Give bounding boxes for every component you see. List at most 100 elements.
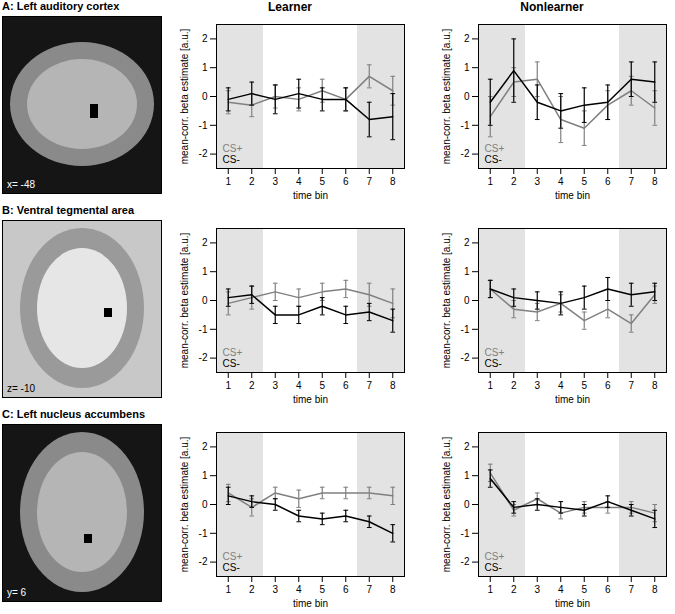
svg-text:8: 8 <box>390 380 396 391</box>
svg-text:-1: -1 <box>199 324 208 335</box>
svg-text:mean-corr. beta estimate [a.u.: mean-corr. beta estimate [a.u.] <box>441 436 452 572</box>
svg-text:2: 2 <box>202 33 208 44</box>
svg-text:CS-: CS- <box>223 562 240 573</box>
svg-text:-1: -1 <box>199 120 208 131</box>
svg-text:1: 1 <box>464 62 470 73</box>
svg-text:2: 2 <box>464 33 470 44</box>
svg-text:-1: -1 <box>461 324 470 335</box>
svg-text:CS-: CS- <box>223 154 240 165</box>
svg-text:7: 7 <box>366 584 372 595</box>
svg-text:mean-corr. beta estimate [a.u.: mean-corr. beta estimate [a.u.] <box>441 232 452 368</box>
svg-text:0: 0 <box>464 499 470 510</box>
svg-text:mean-corr. beta estimate [a.u.: mean-corr. beta estimate [a.u.] <box>441 28 452 164</box>
svg-text:2: 2 <box>249 584 255 595</box>
svg-text:CS+: CS+ <box>485 347 505 358</box>
svg-text:y= 6: y= 6 <box>7 587 27 598</box>
svg-text:8: 8 <box>390 584 396 595</box>
svg-text:5: 5 <box>581 584 587 595</box>
svg-text:3: 3 <box>272 584 278 595</box>
svg-text:1: 1 <box>487 584 493 595</box>
svg-text:2: 2 <box>249 380 255 391</box>
svg-text:1: 1 <box>202 266 208 277</box>
svg-text:CS-: CS- <box>485 562 502 573</box>
svg-text:CS-: CS- <box>223 358 240 369</box>
svg-text:3: 3 <box>272 380 278 391</box>
svg-text:1: 1 <box>487 176 493 187</box>
svg-text:time bin: time bin <box>293 394 328 405</box>
svg-text:0: 0 <box>202 295 208 306</box>
svg-text:1: 1 <box>225 380 231 391</box>
svg-text:2: 2 <box>511 380 517 391</box>
svg-text:2: 2 <box>464 441 470 452</box>
svg-text:2: 2 <box>464 237 470 248</box>
svg-text:5: 5 <box>319 380 325 391</box>
svg-text:-2: -2 <box>461 556 470 567</box>
svg-text:time bin: time bin <box>293 598 328 609</box>
svg-text:mean-corr. beta estimate [a.u.: mean-corr. beta estimate [a.u.] <box>179 28 190 164</box>
svg-text:-2: -2 <box>461 148 470 159</box>
svg-text:8: 8 <box>390 176 396 187</box>
svg-text:CS-: CS- <box>485 358 502 369</box>
svg-text:3: 3 <box>534 176 540 187</box>
svg-text:2: 2 <box>202 441 208 452</box>
svg-text:6: 6 <box>605 380 611 391</box>
svg-text:1: 1 <box>464 266 470 277</box>
svg-text:8: 8 <box>652 584 658 595</box>
svg-text:time bin: time bin <box>555 190 590 201</box>
svg-text:-2: -2 <box>199 352 208 363</box>
svg-text:CS+: CS+ <box>223 347 243 358</box>
svg-text:CS+: CS+ <box>223 551 243 562</box>
svg-text:1: 1 <box>225 176 231 187</box>
svg-text:time bin: time bin <box>555 394 590 405</box>
svg-text:4: 4 <box>296 176 302 187</box>
svg-text:2: 2 <box>202 237 208 248</box>
svg-text:5: 5 <box>319 584 325 595</box>
svg-text:CS+: CS+ <box>485 551 505 562</box>
svg-text:1: 1 <box>225 584 231 595</box>
svg-text:7: 7 <box>366 380 372 391</box>
svg-text:CS+: CS+ <box>223 143 243 154</box>
svg-text:0: 0 <box>202 499 208 510</box>
svg-text:4: 4 <box>558 584 564 595</box>
svg-text:CS+: CS+ <box>485 143 505 154</box>
svg-text:z= -10: z= -10 <box>7 383 36 394</box>
svg-text:7: 7 <box>628 584 634 595</box>
svg-text:7: 7 <box>628 380 634 391</box>
svg-text:8: 8 <box>652 176 658 187</box>
svg-text:mean-corr. beta estimate [a.u.: mean-corr. beta estimate [a.u.] <box>179 232 190 368</box>
svg-text:1: 1 <box>202 470 208 481</box>
svg-text:2: 2 <box>511 176 517 187</box>
svg-text:0: 0 <box>464 295 470 306</box>
svg-text:4: 4 <box>296 584 302 595</box>
svg-text:-2: -2 <box>199 556 208 567</box>
svg-text:CS-: CS- <box>485 154 502 165</box>
svg-text:5: 5 <box>581 380 587 391</box>
svg-text:6: 6 <box>343 176 349 187</box>
svg-text:5: 5 <box>319 176 325 187</box>
svg-text:6: 6 <box>343 380 349 391</box>
svg-text:mean-corr. beta estimate [a.u.: mean-corr. beta estimate [a.u.] <box>179 436 190 572</box>
svg-text:1: 1 <box>202 62 208 73</box>
svg-text:6: 6 <box>343 584 349 595</box>
svg-text:5: 5 <box>581 176 587 187</box>
svg-text:6: 6 <box>605 584 611 595</box>
svg-text:-1: -1 <box>199 528 208 539</box>
svg-text:time bin: time bin <box>555 598 590 609</box>
svg-text:7: 7 <box>628 176 634 187</box>
svg-text:4: 4 <box>558 380 564 391</box>
svg-text:8: 8 <box>652 380 658 391</box>
svg-text:-1: -1 <box>461 528 470 539</box>
svg-text:2: 2 <box>511 584 517 595</box>
svg-text:x= -48: x= -48 <box>7 179 36 190</box>
svg-text:time bin: time bin <box>293 190 328 201</box>
svg-text:6: 6 <box>605 176 611 187</box>
svg-text:1: 1 <box>487 380 493 391</box>
svg-text:2: 2 <box>249 176 255 187</box>
svg-text:4: 4 <box>296 380 302 391</box>
svg-text:-2: -2 <box>461 352 470 363</box>
svg-text:3: 3 <box>534 584 540 595</box>
svg-text:3: 3 <box>534 380 540 391</box>
svg-text:0: 0 <box>464 91 470 102</box>
svg-text:7: 7 <box>366 176 372 187</box>
svg-text:4: 4 <box>558 176 564 187</box>
